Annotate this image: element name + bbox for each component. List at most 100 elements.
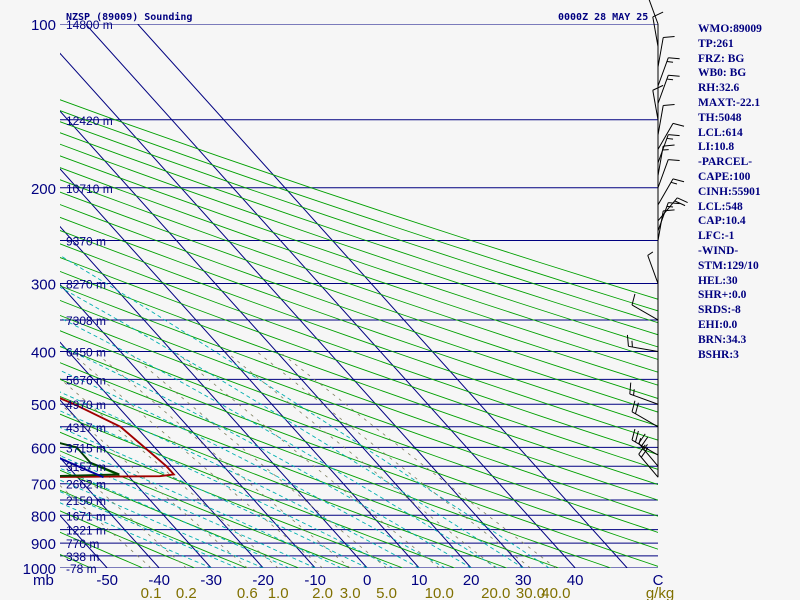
wind-barb-flag [634,430,639,443]
height-label: 9370 m [66,234,106,248]
wind-barb [652,11,664,47]
pressure-tick-label: 500 [31,397,56,414]
dry-adiabat-line [60,256,658,470]
wind-barb-staff [657,75,669,104]
chart-title: NZSP (89009) Sounding [66,11,192,23]
wind-barb-staff [657,57,669,87]
height-label: 1671 m [66,509,106,523]
temperature-unit-label: C [653,572,664,589]
wind-barb-staff [657,178,674,206]
wind-barb-staff [657,197,678,222]
wind-barb-flag [668,202,680,205]
moist-adiabat-line [60,491,238,568]
wind-barb-flag [631,400,636,412]
stat-item: LCL:614 [698,126,743,139]
dry-adiabat-line [60,143,658,348]
mixing-ratio-line [60,377,279,568]
mixing-ratio-tick-label: 30.0 [516,585,545,600]
stat-item: -PARCEL- [698,156,753,169]
pressure-tick-label: 700 [31,477,56,494]
wind-barb-staff [652,90,659,120]
wind-barb [648,0,659,25]
wind-barb-flag [652,84,664,91]
wind-barb-half-flag [643,444,648,450]
mixing-ratio-tick-label: 40.0 [541,585,570,600]
dry-adiabat-line [60,510,195,568]
mixing-ratio-tick-label: 0.6 [237,585,258,600]
wind-barb [647,251,659,284]
wind-barb [657,197,688,222]
dry-adiabat-line [60,216,658,427]
wind-barb [652,84,664,120]
wind-barb-flag [668,134,680,137]
height-label: 4970 m [66,398,106,412]
wind-barb-flag [677,197,688,204]
dry-adiabat-line [60,413,455,568]
dry-adiabat-line [60,346,658,567]
wind-barb-staff [657,134,669,164]
mixing-ratio-tick-label: 0.2 [176,585,197,600]
moist-adiabat-line [60,441,342,568]
temperature-tick-label: 40 [567,572,584,589]
pressure-tick-label: 400 [31,345,56,362]
dry-adiabat-line [60,132,658,336]
stat-item: WB0: BG [698,67,747,80]
isotherm-line [60,341,264,568]
temperature-tick-label: 10 [411,572,428,589]
pressure-tick-label: 600 [31,440,56,457]
dry-adiabat-line [60,450,351,568]
temperature-tick-label: 20 [463,572,480,589]
wind-barb-half-flag [666,137,674,140]
isotherm-line [0,24,3,568]
height-label: 8270 m [66,278,106,292]
wind-barb-flag [672,122,685,127]
temperature-tick-label: -30 [200,572,222,589]
wind-barb-staff [631,304,659,321]
wind-barb-flag [674,200,686,207]
wind-barb-staff [657,202,669,232]
wind-barb [631,293,659,321]
stat-item: LCL:548 [698,200,743,213]
height-label: 3157 m [66,460,106,474]
mixing-ratio-tick-label: 5.0 [376,585,397,600]
height-label: 5676 m [66,373,106,387]
wind-barb-flag [668,57,680,60]
mixing-ratio-line [278,351,557,568]
stat-item: BRN:34.3 [698,333,747,346]
wind-barb-half-flag [647,251,654,256]
wind-barb-staff [652,16,659,47]
moist-adiabat-line [60,254,550,568]
stat-item: CAPE:100 [698,170,751,183]
dry-adiabat-line [60,204,658,413]
pressure-unit-label: mb [33,572,54,589]
wind-barb-flag [668,159,680,162]
pressure-tick-label: 1000 [23,561,56,578]
stat-item: MAXT:-22.1 [698,96,761,109]
wind-barb [629,382,659,405]
wind-barb-staff [629,393,659,405]
chart-valid-time: 0000Z 28 MAY 25 [558,12,648,23]
wind-barb-flag [631,428,636,441]
stat-item: STM:129/10 [698,259,759,272]
dry-adiabat-line [60,395,507,568]
mixing-ratio-tick-label: 2.0 [312,585,333,600]
dry-adiabat-line [60,229,658,441]
isotherm-line [85,24,576,568]
wind-barb [657,122,685,150]
wind-barb [657,74,680,104]
wind-barb-half-flag [666,78,674,81]
temperature-tick-label: -20 [252,572,274,589]
mixing-ratio-line [174,351,440,568]
wind-barb-staff [657,159,669,188]
wind-barb [638,444,659,478]
dry-adiabat-line [60,299,658,517]
height-label: -78 m [66,562,97,576]
dry-adiabat-line [60,314,658,533]
temperature-tick-label: 0 [363,572,371,589]
wind-barb-flag [672,178,685,183]
pressure-tick-label: 800 [31,508,56,525]
wind-barb-flag [631,293,636,306]
dry-adiabat-line [60,179,658,386]
moist-adiabat-line [60,345,472,568]
